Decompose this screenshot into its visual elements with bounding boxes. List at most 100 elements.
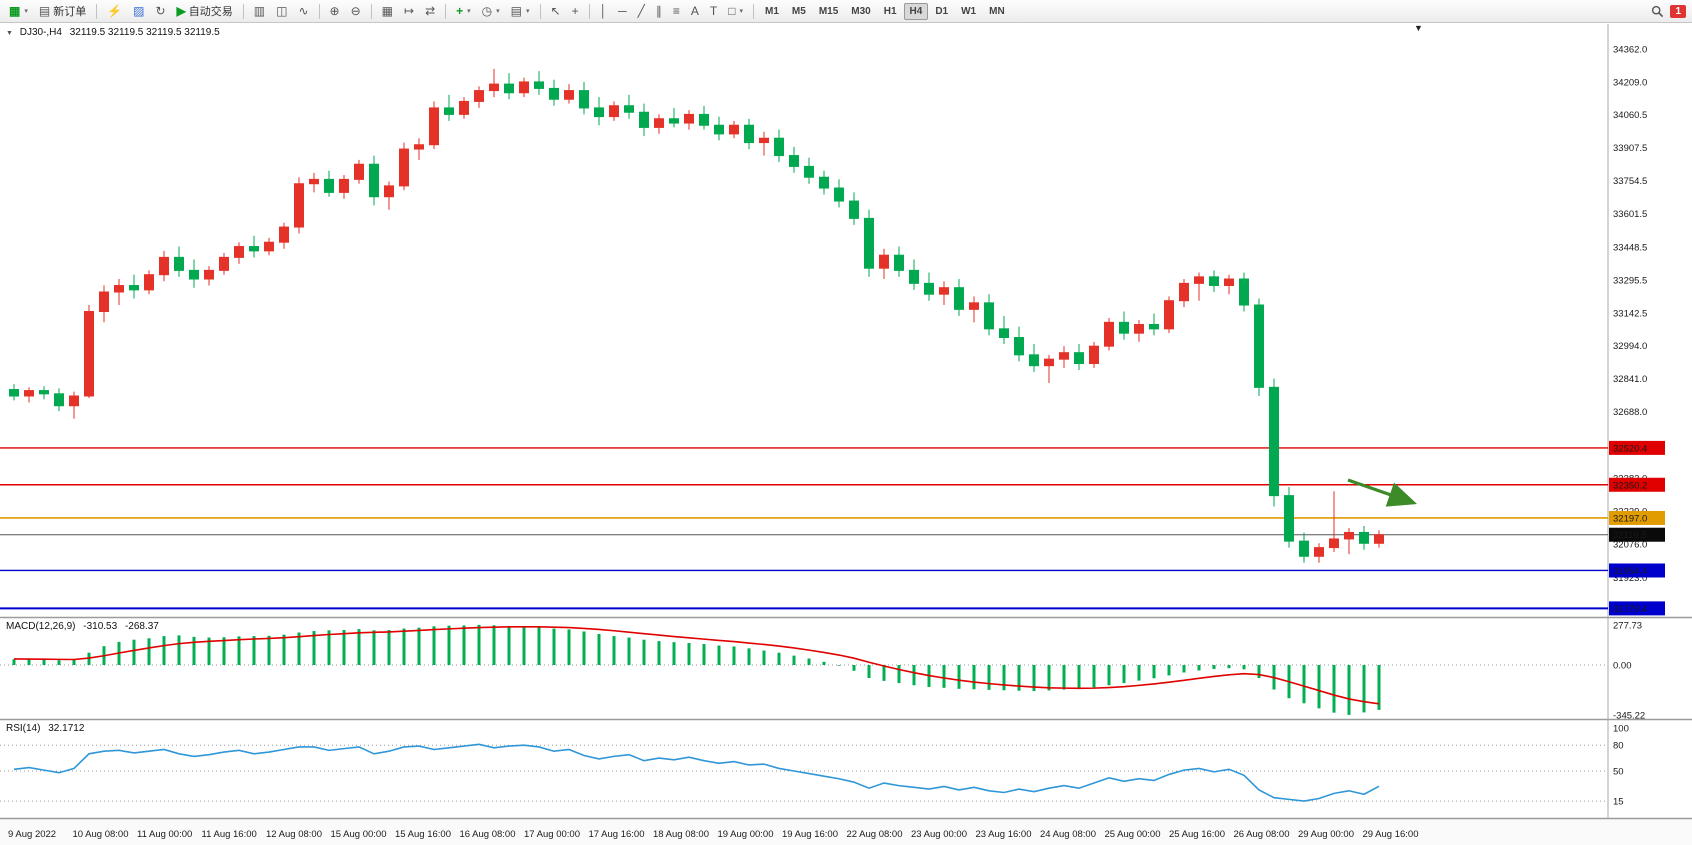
line-chart-button[interactable]: ∿: [293, 1, 313, 22]
time-axis[interactable]: 9 Aug 2022 10 Aug 08:00 11 Aug 00:00 11 Aug…: [8, 829, 1419, 840]
timeframe-W1[interactable]: W1: [961, 5, 977, 17]
auto-trading-button[interactable]: ▶ 自动交易: [172, 1, 238, 22]
svg-text:25 Aug 16:00: 25 Aug 16:00: [1169, 829, 1225, 840]
svg-text:34209.0: 34209.0: [1613, 78, 1647, 89]
chart-symbol-header[interactable]: ▼ DJ30-,H4 32119.5 32119.5 32119.5 32119…: [6, 27, 220, 38]
candle-chart-button[interactable]: ◫: [271, 1, 292, 22]
add-indicator-icon: +: [456, 4, 464, 18]
rsi-value: 32.1712: [48, 723, 85, 734]
svg-text:33142.5: 33142.5: [1613, 309, 1647, 320]
svg-text:50: 50: [1613, 767, 1624, 778]
svg-text:33907.5: 33907.5: [1613, 143, 1647, 154]
shapes-icon: □: [728, 4, 736, 18]
price-axis[interactable]: 34362.0 34209.0 34060.5 33907.5 33754.5 33601…: [1609, 45, 1665, 616]
toolbar-separator: [753, 3, 754, 19]
auto-scroll-icon: ↦: [404, 4, 415, 18]
tile-windows-button[interactable]: ▦: [377, 1, 398, 22]
fibonacci-tool-button[interactable]: ≡: [668, 1, 685, 22]
trendline-icon: ╱: [637, 4, 645, 18]
new-chart-button[interactable]: ▦ ▾: [4, 1, 33, 22]
rsi-line: [13, 743, 1380, 802]
svg-text:19 Aug 00:00: 19 Aug 00:00: [718, 829, 774, 840]
template-button[interactable]: ▤ ▾: [506, 1, 535, 22]
label-tool-button[interactable]: T: [705, 1, 722, 22]
toolbar-separator: [96, 3, 98, 19]
svg-text:23 Aug 00:00: 23 Aug 00:00: [911, 829, 967, 840]
svg-text:23 Aug 16:00: 23 Aug 16:00: [976, 829, 1032, 840]
notification-badge[interactable]: 1: [1670, 4, 1686, 18]
search-button[interactable]: [1646, 1, 1669, 22]
candle-chart-icon: ◫: [276, 4, 288, 18]
auto-scroll-button[interactable]: ↦: [399, 1, 419, 22]
svg-text:0.00: 0.00: [1613, 661, 1632, 672]
svg-text:32076.0: 32076.0: [1613, 540, 1647, 551]
template-icon: ▤: [510, 4, 523, 18]
symbol-timeframe-label: DJ30-,H4: [19, 27, 62, 38]
svg-text:11 Aug 00:00: 11 Aug 00:00: [137, 829, 192, 840]
period-button[interactable]: ◷ ▾: [477, 1, 505, 22]
svg-text:26 Aug 08:00: 26 Aug 08:00: [1234, 829, 1290, 840]
horizontal-line-tool-button[interactable]: ─: [613, 1, 632, 22]
timeframe-H4[interactable]: H4: [903, 2, 929, 20]
rsi-axis[interactable]: 100 80 50 15: [1613, 724, 1629, 808]
chevron-down-icon: ▾: [24, 8, 28, 15]
svg-text:34362.0: 34362.0: [1613, 45, 1647, 56]
toolbar-separator: [370, 3, 372, 19]
indicators-button[interactable]: + ▾: [451, 1, 476, 22]
time-axis-strip[interactable]: [0, 819, 1692, 845]
svg-text:80: 80: [1613, 741, 1624, 752]
chart-shift-icon: ⇄: [425, 4, 436, 18]
macd-axis[interactable]: 277.73 0.00 -345.22: [1613, 620, 1645, 721]
svg-text:100: 100: [1613, 724, 1629, 735]
refresh-button[interactable]: ↻: [151, 1, 171, 22]
timeframe-M5[interactable]: M5: [791, 5, 806, 17]
timeframe-M15[interactable]: M15: [818, 5, 839, 17]
crosshair-tool-button[interactable]: +: [567, 1, 584, 22]
chart-shift-marker-icon[interactable]: ▼: [1414, 23, 1423, 33]
new-order-label: 新订单: [53, 6, 87, 18]
quick-trade-button[interactable]: ⚡: [102, 1, 127, 22]
svg-text:32119.5: 32119.5: [1613, 530, 1647, 541]
timeframe-M30[interactable]: M30: [851, 5, 871, 17]
channel-tool-button[interactable]: ∥: [651, 1, 667, 22]
shapes-tool-button[interactable]: □ ▾: [723, 1, 748, 22]
chart-shift-button[interactable]: ⇄: [420, 1, 440, 22]
svg-text:12 Aug 08:00: 12 Aug 08:00: [266, 829, 322, 840]
trendline-tool-button[interactable]: ╱: [633, 1, 650, 22]
bar-chart-button[interactable]: ▥: [249, 1, 270, 22]
svg-text:32197.0: 32197.0: [1613, 513, 1647, 524]
zoom-out-button[interactable]: ⊖: [346, 1, 366, 22]
trend-arrow-annotation[interactable]: [1347, 478, 1418, 507]
svg-text:34060.5: 34060.5: [1613, 110, 1647, 121]
price-level-lines[interactable]: [0, 447, 1608, 610]
vertical-line-tool-button[interactable]: │: [595, 1, 613, 22]
line-chart-icon: ∿: [298, 4, 309, 18]
macd-label: MACD(12,26,9): [6, 621, 76, 632]
macd-signal-value: -268.37: [124, 621, 159, 632]
cursor-tool-button[interactable]: ↖: [546, 1, 566, 22]
timeframe-M1[interactable]: M1: [765, 5, 779, 17]
new-chart-icon: ▦: [9, 4, 21, 18]
macd-panel-header: MACD(12,26,9) -310.53 -268.37: [6, 621, 159, 632]
timeframe-D1[interactable]: D1: [935, 5, 949, 17]
timeframe-MN[interactable]: MN: [989, 5, 1005, 17]
new-order-button[interactable]: ▤ 新订单: [34, 1, 91, 22]
svg-text:277.73: 277.73: [1613, 620, 1642, 631]
market-watch-button[interactable]: ▨: [128, 1, 149, 22]
chevron-down-icon: ▾: [467, 8, 471, 15]
svg-text:18 Aug 08:00: 18 Aug 08:00: [653, 829, 709, 840]
zoom-in-button[interactable]: ⊕: [325, 1, 345, 22]
svg-text:11 Aug 16:00: 11 Aug 16:00: [202, 829, 257, 840]
one-click-panel-toggle-icon[interactable]: ▼: [6, 30, 13, 37]
text-tool-button[interactable]: A: [686, 1, 704, 22]
timeframe-group: M1 M5 M15 M30 H1 H4 D1 W1 MN: [759, 2, 1011, 20]
timeframe-H1[interactable]: H1: [883, 5, 897, 17]
svg-text:15 Aug 00:00: 15 Aug 00:00: [331, 829, 387, 840]
chevron-down-icon: ▾: [526, 8, 530, 15]
toolbar-separator: [445, 3, 447, 19]
svg-text:29 Aug 16:00: 29 Aug 16:00: [1363, 829, 1419, 840]
candles[interactable]: [9, 68, 1384, 563]
tile-windows-icon: ▦: [381, 4, 394, 18]
